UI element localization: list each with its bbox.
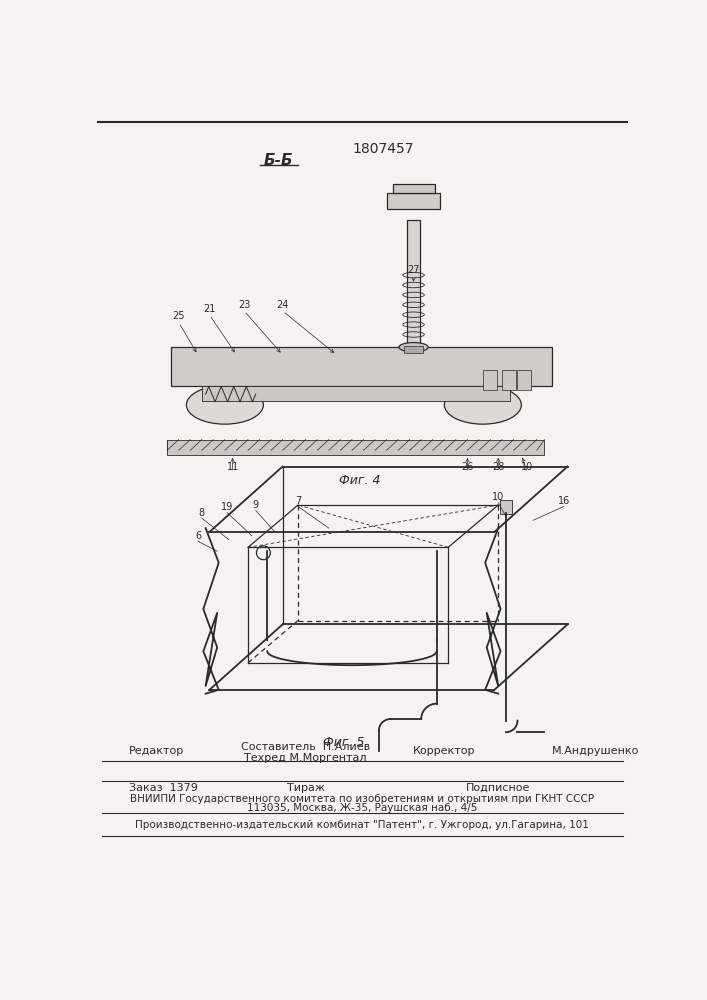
- Text: 26: 26: [461, 462, 474, 472]
- Text: 113035, Москва, Ж-35, Раушская наб., 4/5: 113035, Москва, Ж-35, Раушская наб., 4/5: [247, 803, 477, 813]
- Bar: [483, 370, 497, 389]
- Text: 16: 16: [558, 496, 570, 506]
- Text: 24: 24: [276, 300, 289, 310]
- Bar: [407, 220, 421, 347]
- Text: 10: 10: [521, 462, 534, 472]
- Text: Редактор: Редактор: [129, 746, 184, 756]
- Text: 1807457: 1807457: [352, 142, 414, 156]
- Text: 10: 10: [492, 492, 504, 502]
- Text: 9: 9: [252, 500, 259, 510]
- Bar: [387, 193, 440, 209]
- Text: Заказ  1379: Заказ 1379: [129, 783, 197, 793]
- Bar: [500, 500, 512, 514]
- Text: Подписное: Подписное: [466, 783, 530, 793]
- Text: 6: 6: [195, 531, 201, 541]
- Text: ВНИИПИ Государственного комитета по изобретениям и открытиям при ГКНТ СССР: ВНИИПИ Государственного комитета по изоб…: [130, 794, 594, 804]
- Text: Составитель  П.Алиев: Составитель П.Алиев: [241, 742, 370, 752]
- Text: 25: 25: [173, 311, 185, 321]
- Ellipse shape: [444, 386, 521, 424]
- Text: Производственно-издательский комбинат "Патент", г. Ужгород, ул.Гагарина, 101: Производственно-издательский комбинат "П…: [135, 820, 589, 830]
- Text: Техред М.Моргентал: Техред М.Моргентал: [245, 753, 367, 763]
- Text: Корректор: Корректор: [413, 746, 476, 756]
- Text: М.Андрушенко: М.Андрушенко: [552, 746, 640, 756]
- Text: 21: 21: [204, 304, 216, 314]
- Bar: [167, 440, 544, 455]
- Bar: [201, 386, 510, 401]
- Bar: [171, 347, 552, 386]
- Text: 27: 27: [407, 265, 420, 275]
- Text: Фиг. 5: Фиг. 5: [324, 736, 365, 749]
- Text: Тираж: Тираж: [287, 783, 325, 793]
- Bar: [404, 346, 423, 353]
- Text: 19: 19: [221, 502, 233, 512]
- Text: 8: 8: [199, 508, 205, 518]
- Text: 23: 23: [238, 300, 250, 310]
- Bar: [518, 370, 532, 389]
- Text: Фиг. 4: Фиг. 4: [339, 474, 380, 487]
- Text: 7: 7: [295, 496, 301, 506]
- Text: Б-Б: Б-Б: [264, 153, 293, 168]
- Text: 28: 28: [492, 462, 504, 472]
- Bar: [393, 184, 435, 193]
- Text: 11: 11: [226, 462, 239, 472]
- Ellipse shape: [399, 343, 428, 352]
- Ellipse shape: [187, 386, 264, 424]
- Bar: [502, 370, 516, 389]
